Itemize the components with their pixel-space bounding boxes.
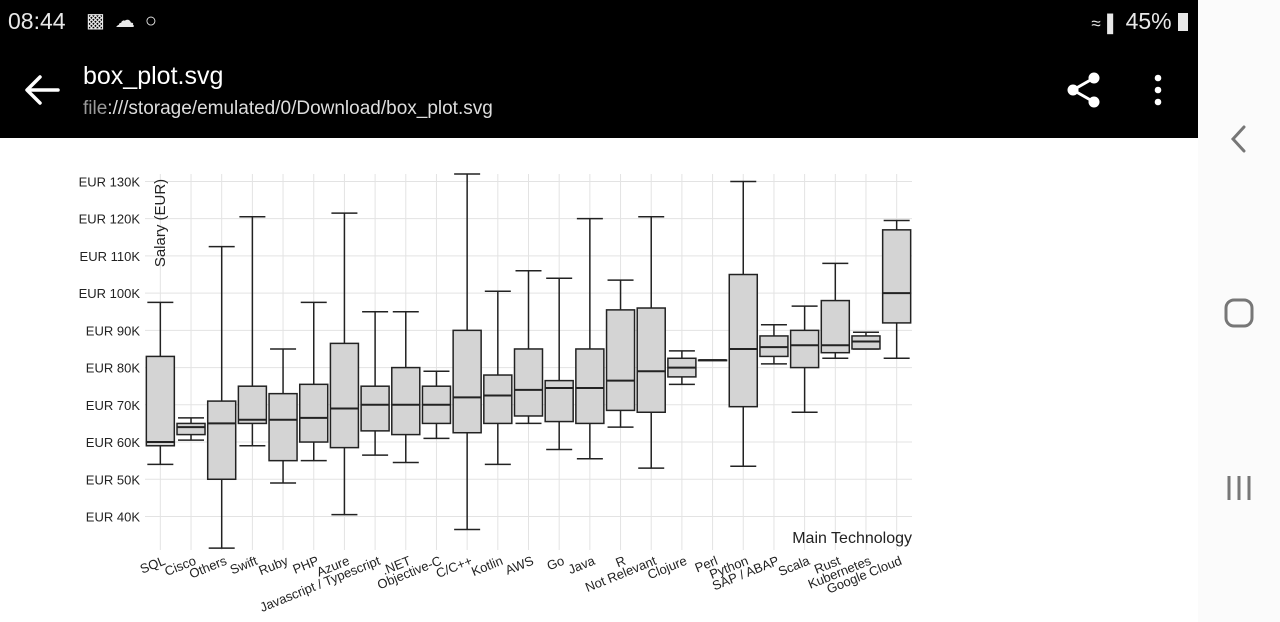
box-iqr <box>605 309 636 412</box>
back-nav-icon[interactable] <box>1228 124 1250 154</box>
box-iqr <box>176 422 206 436</box>
box-14 <box>575 217 605 460</box>
x-axis-label: Main Technology <box>792 530 912 547</box>
y-tick-label: EUR 70K <box>86 398 141 413</box>
file-path: file:///storage/emulated/0/Download/box_… <box>83 98 493 120</box>
y-axis-ticks: EUR 40K EUR 50K EUR 60K EUR 70K EUR 80K EUR 9… <box>79 174 141 524</box>
app-bar: box_plot.svg file:///storage/emulated/0/… <box>0 42 1198 138</box>
box-8 <box>391 310 421 464</box>
y-tick-label: EUR 40K <box>86 509 141 524</box>
battery-level: 45% <box>1125 8 1172 34</box>
box-iqr <box>636 307 666 414</box>
box-iqr <box>206 400 237 481</box>
boxes <box>145 173 912 549</box>
y-tick-label: EUR 90K <box>86 323 141 338</box>
box-11 <box>483 290 513 466</box>
x-tick-label: Scala <box>776 553 812 579</box>
weather-icon: ☁ <box>114 10 145 32</box>
x-tick-label: AWS <box>503 553 536 578</box>
box-13 <box>544 277 574 451</box>
box-21 <box>789 305 820 414</box>
status-bar: 08:44 ▩☁○ ≈ ▌ 45% <box>0 0 1198 42</box>
y-tick-label: EUR 60K <box>86 435 141 450</box>
box-1 <box>176 417 206 441</box>
box-iqr <box>237 385 268 425</box>
x-tick-label: Swift <box>228 553 260 578</box>
x-tick-label: Java <box>566 553 598 577</box>
y-tick-label: EUR 110K <box>80 249 141 264</box>
box-24 <box>881 219 912 360</box>
box-iqr <box>483 374 513 425</box>
box-5 <box>298 301 329 462</box>
battery-icon <box>1178 13 1188 31</box>
x-tick-label: Ruby <box>256 553 290 578</box>
y-tick-label: EUR 80K <box>86 361 141 376</box>
clock: 08:44 <box>8 8 66 34</box>
timer-icon: ○ <box>144 10 167 32</box>
box-20 <box>759 324 789 365</box>
y-tick-label: EUR 130K <box>79 174 141 189</box>
share-icon[interactable] <box>1064 70 1104 110</box>
box-iqr <box>820 299 851 354</box>
box-17 <box>667 350 697 386</box>
box-iqr <box>575 348 605 425</box>
box-iqr <box>298 383 329 443</box>
box-6 <box>329 212 360 516</box>
box-iqr <box>728 273 759 408</box>
box-19 <box>728 180 759 467</box>
home-nav-icon[interactable] <box>1224 298 1254 328</box>
box-12 <box>513 270 544 425</box>
box-iqr <box>360 385 390 432</box>
y-tick-label: EUR 120K <box>79 212 141 227</box>
box-iqr <box>391 366 421 436</box>
y-axis-label: Salary (EUR) <box>152 179 169 267</box>
back-arrow-icon[interactable] <box>22 72 62 108</box>
svg-viewer: EUR 40K EUR 50K EUR 60K EUR 70K EUR 80K EUR 9… <box>0 138 1198 622</box>
path-rest: :///storage/emulated/0/Download/box_plot… <box>107 98 493 119</box>
file-title: box_plot.svg <box>83 62 224 90</box>
box-plot-chart: EUR 40K EUR 50K EUR 60K EUR 70K EUR 80K EUR 9… <box>79 173 912 615</box>
box-22 <box>820 262 851 360</box>
more-options-icon[interactable] <box>1143 70 1173 110</box>
box-23 <box>851 331 881 350</box>
wifi-icon: ≈ <box>1091 14 1101 33</box>
box-0 <box>145 301 176 466</box>
box-2 <box>206 245 237 549</box>
box-3 <box>237 216 268 447</box>
box-iqr <box>452 329 482 434</box>
x-tick-label: Kotlin <box>469 553 505 579</box>
navigation-bar <box>1198 0 1280 622</box>
box-iqr <box>789 329 820 369</box>
status-right: ≈ ▌ 45% <box>1091 8 1188 35</box>
box-7 <box>360 310 390 456</box>
box-15 <box>605 279 636 428</box>
y-tick-label: EUR 50K <box>86 472 141 487</box>
box-9 <box>421 370 452 440</box>
box-18 <box>697 359 728 362</box>
box-iqr <box>329 342 360 449</box>
box-16 <box>636 216 666 469</box>
box-iqr <box>145 355 176 447</box>
box-4 <box>268 348 298 484</box>
path-scheme: file <box>83 98 108 119</box>
recents-nav-icon[interactable] <box>1226 474 1252 502</box>
box-iqr <box>513 348 544 417</box>
x-tick-label: Go <box>545 553 567 573</box>
box-10 <box>452 173 482 531</box>
status-icons: ▩☁○ <box>86 8 167 33</box>
y-tick-label: EUR 100K <box>79 286 141 301</box>
x-tick-label: C/C++ <box>434 553 474 581</box>
box-iqr <box>268 392 298 462</box>
bus-icon: ▩ <box>86 10 115 32</box>
box-iqr <box>544 379 574 423</box>
signal-icon: ▌ <box>1107 14 1120 33</box>
box-iqr <box>881 229 912 324</box>
